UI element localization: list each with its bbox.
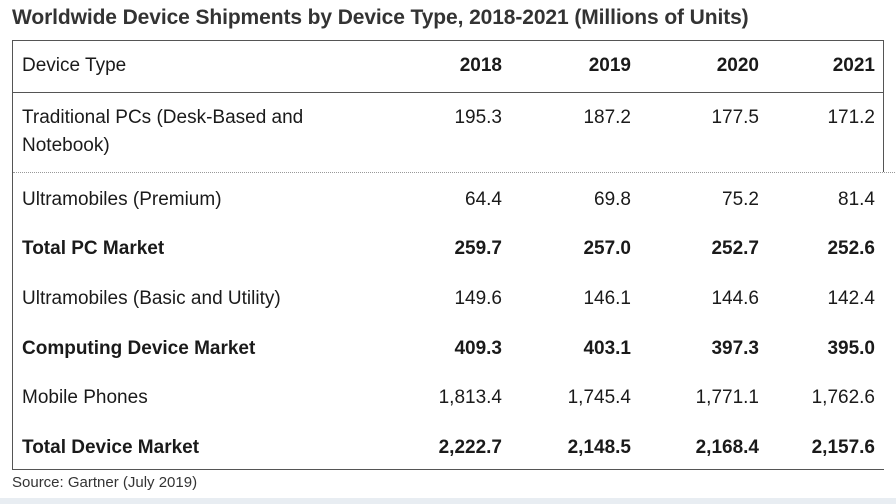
source-note: Source: Gartner (July 2019) [12,474,198,491]
row-divider [13,172,896,173]
cell-2020: 1,771.1 [695,387,759,408]
header-device-type: Device Type [22,55,127,76]
cell-2021: 395.0 [827,338,875,359]
row-label: Ultramobiles (Premium) [22,189,222,210]
cell-2018: 1,813.4 [438,387,502,408]
cell-2018: 259.7 [454,238,502,259]
cell-2019: 146.1 [583,288,631,309]
cell-2021: 2,157.6 [811,437,875,458]
cell-2020: 252.7 [711,238,759,259]
cell-2018: 64.4 [465,189,502,210]
row-label: Total PC Market [22,238,165,259]
row-label: Total Device Market [22,437,200,458]
row-label: Ultramobiles (Basic and Utility) [22,288,281,309]
cell-2018: 195.3 [454,107,502,128]
table-right-border [883,41,884,172]
shipments-table: Device Type 2018 2019 2020 2021 Traditio… [12,40,896,470]
header-2021: 2021 [832,55,875,76]
cell-2020: 144.6 [711,288,759,309]
cell-2020: 75.2 [722,189,759,210]
row-label: Traditional PCs (Desk-Based and Notebook… [22,107,304,156]
header-2019: 2019 [588,55,631,76]
cell-2019: 69.8 [594,189,631,210]
cell-2021: 1,762.6 [811,387,875,408]
cell-2019: 257.0 [583,238,631,259]
header-2020: 2020 [716,55,759,76]
cell-2021: 142.4 [827,288,875,309]
cell-2018: 149.6 [454,288,502,309]
row-label: Computing Device Market [22,338,256,359]
cell-2021: 81.4 [838,189,875,210]
header-2018: 2018 [459,55,502,76]
cell-2019: 403.1 [583,338,631,359]
cell-2020: 177.5 [711,107,759,128]
cell-2021: 171.2 [827,107,875,128]
bottom-band [0,498,896,504]
cell-2019: 187.2 [583,107,631,128]
table-title: Worldwide Device Shipments by Device Typ… [12,6,749,29]
cell-2018: 409.3 [454,338,502,359]
cell-2021: 252.6 [827,238,875,259]
cell-2020: 397.3 [711,338,759,359]
cell-2018: 2,222.7 [438,437,502,458]
cell-2020: 2,168.4 [695,437,759,458]
table-header-row: Device Type 2018 2019 2020 2021 [13,41,884,93]
cell-2019: 1,745.4 [567,387,631,408]
row-label: Mobile Phones [22,387,148,408]
cell-2019: 2,148.5 [567,437,631,458]
